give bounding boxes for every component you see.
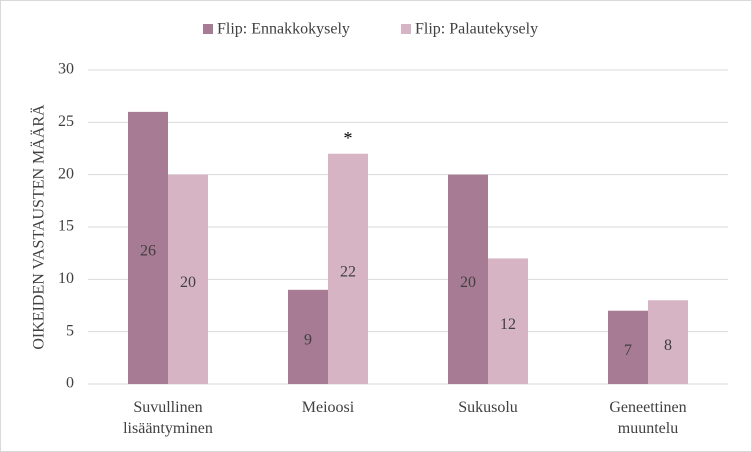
data-label: 20 (180, 274, 196, 291)
bar (288, 289, 328, 384)
bar (168, 174, 208, 384)
x-tick-label: Meioosi (302, 399, 355, 416)
y-tick-label: 30 (58, 61, 74, 78)
data-label: 7 (624, 342, 632, 359)
bar (128, 111, 168, 384)
y-axis-label: OIKEIDEN VASTAUSTEN MÄÄRÄ (30, 104, 48, 350)
y-tick-label: 5 (66, 322, 74, 339)
y-tick-label: 0 (66, 375, 74, 392)
x-tick-label: Suvullinen lisääntyminen (123, 399, 213, 437)
y-tick-label: 20 (58, 165, 74, 182)
y-tick-label: 15 (58, 218, 74, 235)
data-label: 22 (340, 264, 356, 281)
legend-label: Flip: Palautekysely (415, 21, 538, 38)
bar (608, 310, 648, 384)
bar (448, 174, 488, 384)
annotation: * (344, 128, 353, 148)
data-label: 20 (460, 274, 476, 291)
legend-swatch (203, 24, 213, 34)
data-label: 8 (664, 337, 672, 354)
bar (328, 153, 368, 384)
y-tick-label: 10 (58, 270, 74, 287)
data-label: 9 (304, 332, 312, 349)
x-tick-label: Geneettinen muuntelu (609, 399, 686, 437)
x-tick-label: Sukusolu (458, 399, 518, 416)
bar (488, 258, 528, 384)
data-label: 26 (140, 243, 156, 260)
y-tick-label: 25 (58, 113, 74, 130)
data-label: 12 (500, 316, 516, 333)
legend-label: Flip: Ennakkokysely (217, 21, 350, 38)
bar (648, 300, 688, 384)
legend-swatch (401, 24, 411, 34)
